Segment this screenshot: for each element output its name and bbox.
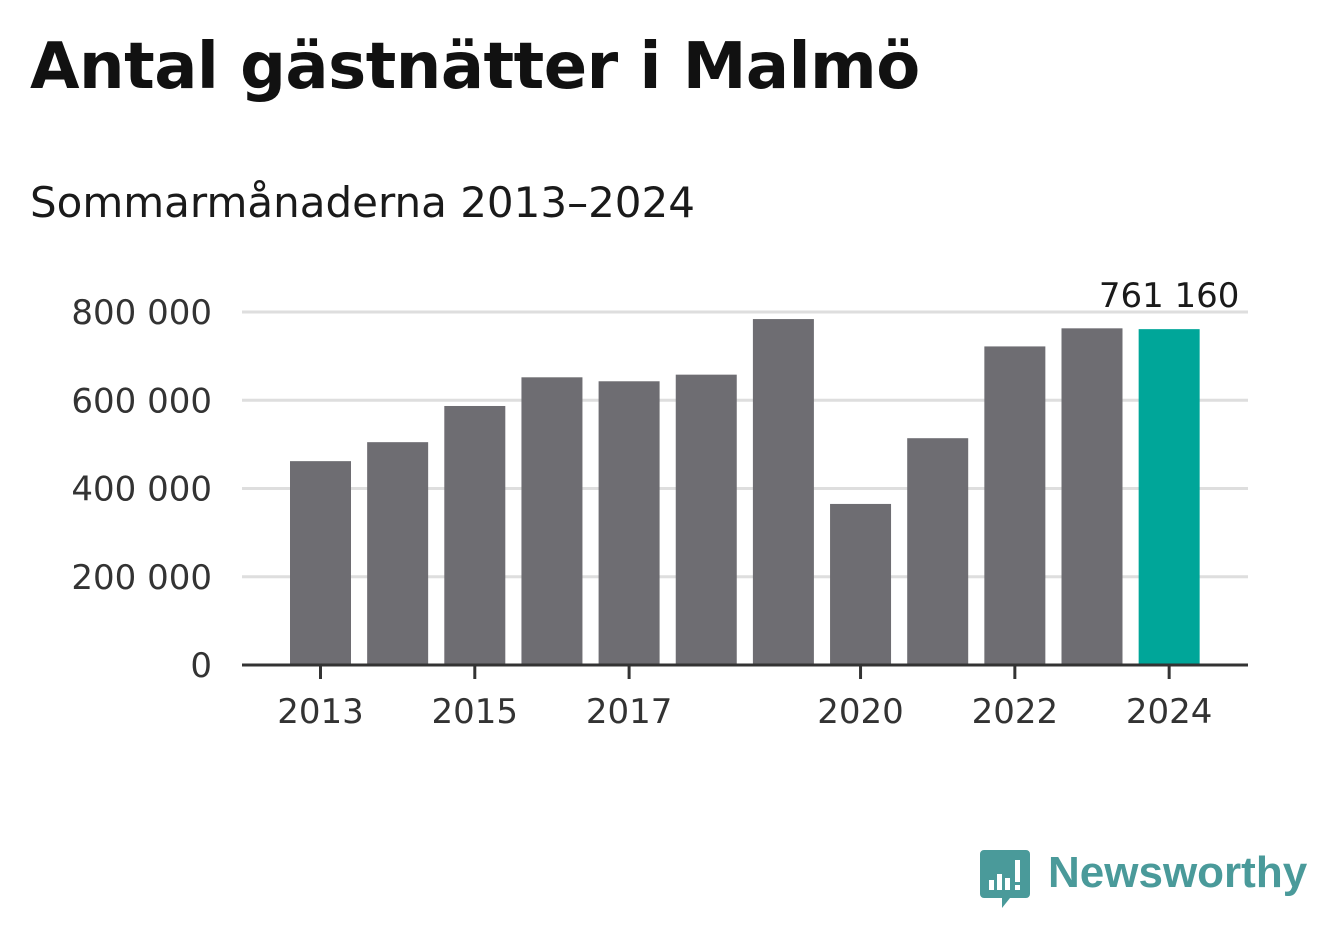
y-tick-label: 200 000 <box>71 558 212 598</box>
bar <box>290 461 351 665</box>
highlight-value-label: 761 160 <box>1099 276 1240 316</box>
x-tick-label: 2024 <box>1126 692 1213 732</box>
x-tick-label: 2022 <box>972 692 1059 732</box>
bar <box>752 319 814 665</box>
bar <box>367 442 429 665</box>
bar <box>907 438 969 665</box>
x-tick-label: 2020 <box>817 692 904 732</box>
bar <box>521 377 583 665</box>
newsworthy-chart-icon <box>980 850 1030 908</box>
y-tick-label: 800 000 <box>71 293 212 333</box>
bar <box>444 405 506 665</box>
chart-subtitle: Sommarmånaderna 2013–2024 <box>30 178 695 227</box>
newsworthy-logo: Newsworthy <box>980 848 1307 914</box>
x-tick-label: 2017 <box>586 692 673 732</box>
newsworthy-wordmark: Newsworthy <box>1048 848 1308 897</box>
bar <box>675 374 737 665</box>
y-tick-label: 400 000 <box>71 470 212 510</box>
bar <box>1061 328 1123 665</box>
x-tick-label: 2015 <box>432 692 519 732</box>
highlighted-bar <box>1138 329 1200 665</box>
bar <box>830 503 892 665</box>
x-tick-label: 2013 <box>277 692 364 732</box>
bar <box>598 381 660 665</box>
bar <box>984 346 1046 665</box>
y-tick-label: 600 000 <box>71 381 212 421</box>
chart-title: Antal gästnätter i Malmö <box>30 30 920 104</box>
y-tick-label: 0 <box>190 646 212 686</box>
